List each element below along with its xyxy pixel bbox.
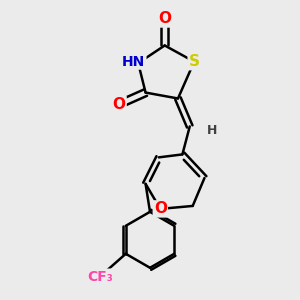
Text: O: O	[112, 97, 126, 112]
Text: O: O	[154, 201, 167, 216]
Text: H: H	[207, 124, 217, 137]
Text: S: S	[189, 54, 200, 69]
Text: CF₃: CF₃	[87, 270, 113, 283]
Text: HN: HN	[122, 55, 146, 69]
Text: O: O	[158, 11, 171, 26]
